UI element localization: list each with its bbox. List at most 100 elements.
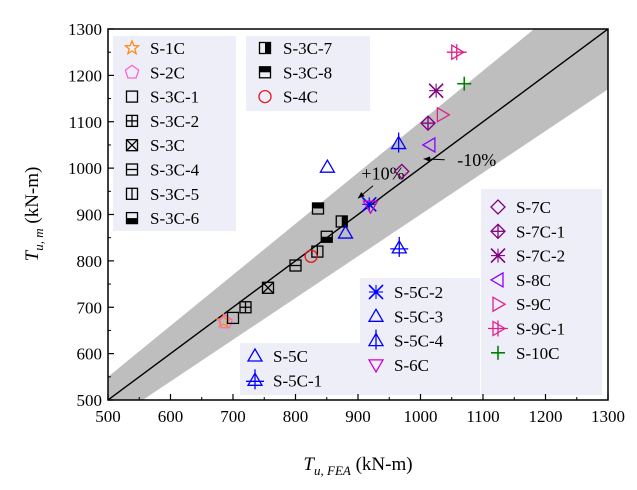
legend-item-s-9c-1: S-9C-1	[488, 320, 565, 339]
data-point-s-7c-2	[428, 83, 444, 99]
legend-marker	[125, 139, 139, 152]
legend-background	[360, 278, 480, 395]
legend-item-s-3c-8: S-3C-8	[258, 63, 332, 82]
legend-label: S-3C-1	[150, 88, 199, 107]
y-tick-label: 1300	[68, 20, 102, 39]
legend-item-s-5c: S-5C	[246, 347, 308, 366]
legend-label: S-10C	[516, 344, 559, 363]
legend-item-s-5c-2: S-5C-2	[368, 283, 443, 302]
legend-item-s-3c-6: S-3C-6	[125, 209, 199, 228]
annotation-label: -10%	[457, 150, 496, 170]
legend-background	[481, 189, 602, 395]
y-tick-label: 600	[77, 345, 103, 364]
legend-item-s-8c: S-8C	[489, 271, 551, 290]
data-point-s-10c	[457, 76, 472, 91]
legend-label: S-7C-2	[516, 247, 565, 266]
x-tick-label: 900	[345, 407, 371, 426]
annotation-arrowhead	[423, 156, 431, 162]
annotation-label: +10%	[361, 164, 404, 184]
legend-label: S-4C	[283, 88, 318, 107]
legend-label: S-9C	[516, 295, 551, 314]
legend-label: S-3C-7	[283, 39, 333, 58]
legend-marker	[367, 359, 385, 374]
legend-item-s-5c-4: S-5C-4	[367, 329, 444, 351]
data-point-s-6c	[362, 200, 379, 215]
legend-marker	[490, 248, 506, 264]
legend-label: S-8C	[516, 271, 551, 290]
legend-label: S-3C	[150, 136, 185, 155]
legend-item-s-2c: S-2C	[124, 63, 185, 82]
data-point-s-3c	[261, 281, 275, 294]
data-point-s-3c-8	[311, 202, 325, 215]
y-tick-label: 1100	[69, 113, 102, 132]
y-tick-label: 1000	[68, 159, 102, 178]
legend-label: S-7C-1	[516, 222, 565, 241]
x-tick-label: 1300	[591, 407, 625, 426]
data-point-s-4c	[304, 249, 318, 263]
data-point-s-9c-1	[446, 44, 467, 61]
data-point-s-5c-3	[319, 158, 336, 173]
legend-background	[113, 36, 236, 231]
reference-line	[108, 29, 608, 400]
annotation-arrowhead	[358, 192, 365, 199]
axes: 500 600 700 800 900 1000 1100 1200 1300 500 600 700…	[68, 20, 625, 426]
legend-marker	[124, 64, 140, 79]
data-point-s-7c-1	[420, 115, 436, 132]
legend-marker	[367, 329, 385, 350]
x-axis-label-main: T	[303, 454, 315, 475]
x-axis-label-sub: u, FEA	[314, 463, 351, 478]
legend-item-s-1c: S-1C	[123, 39, 185, 58]
data-point-s-3c-6	[320, 230, 333, 243]
x-tick-label: 1100	[466, 407, 499, 426]
annotations: +10% -10%	[357, 150, 496, 199]
x-axis-label: Tu, FEA (kN-m)	[303, 454, 412, 478]
data-point-s-3c-4	[289, 259, 302, 272]
data-point-s-3c-2	[239, 301, 252, 314]
legend-item-s-3c: S-3C	[125, 136, 185, 155]
legend-item-s-3c-4: S-3C-4	[125, 161, 200, 180]
legend-marker	[125, 163, 139, 176]
y-axis-label-unit: (kN-m)	[22, 167, 43, 229]
legend-label: S-7C	[516, 198, 551, 217]
legend-item-s-7c-2: S-7C-2	[490, 247, 565, 266]
legend-marker	[258, 89, 272, 104]
legend-marker	[123, 39, 141, 56]
x-tick-label: 800	[283, 407, 309, 426]
legend-marker	[258, 41, 272, 55]
legend-item-s-5c-3: S-5C-3	[367, 307, 443, 326]
legend-item-s-7c: S-7C	[490, 198, 551, 217]
legend-label: S-1C	[150, 39, 185, 58]
data-point-s-9c	[436, 106, 451, 123]
legend-marker	[125, 114, 139, 128]
data-point-s-8c	[421, 136, 436, 154]
data-point-s-5c	[337, 224, 354, 239]
y-tick-label: 900	[77, 206, 103, 225]
legend-label: S-6C	[394, 356, 429, 375]
x-tick-label: 500	[95, 407, 121, 426]
legend-marker	[367, 308, 385, 322]
legend-label: S-3C-5	[150, 185, 199, 204]
y-axis-label-sub: u, m	[31, 228, 46, 250]
data-point-s-2c	[218, 314, 233, 329]
legend-label: S-2C	[150, 63, 185, 82]
legend-marker	[246, 347, 264, 362]
x-tick-label: 1200	[529, 407, 563, 426]
legend-marker	[258, 66, 272, 79]
legend-marker	[246, 369, 264, 390]
legend-item-s-7c-1: S-7C-1	[490, 222, 565, 241]
data-point-s-5c-1	[390, 236, 409, 257]
legend-marker	[492, 296, 507, 313]
y-axis-label: Tu, m (kN-m)	[22, 167, 46, 262]
legend-marker	[488, 320, 508, 337]
legend-item-s-9c: S-9C	[492, 295, 551, 314]
legend-label: S-3C-2	[150, 112, 199, 131]
x-tick-label: 1000	[404, 407, 438, 426]
y-tick-label: 1200	[68, 66, 102, 85]
data-point-s-1c	[215, 312, 233, 329]
data-point-s-3c-1	[226, 311, 240, 325]
data-point-s-5c-2	[361, 196, 377, 212]
legend-item-s-10c: S-10C	[491, 344, 559, 363]
legend-marker	[490, 199, 506, 215]
x-tick-label: 600	[158, 407, 184, 426]
